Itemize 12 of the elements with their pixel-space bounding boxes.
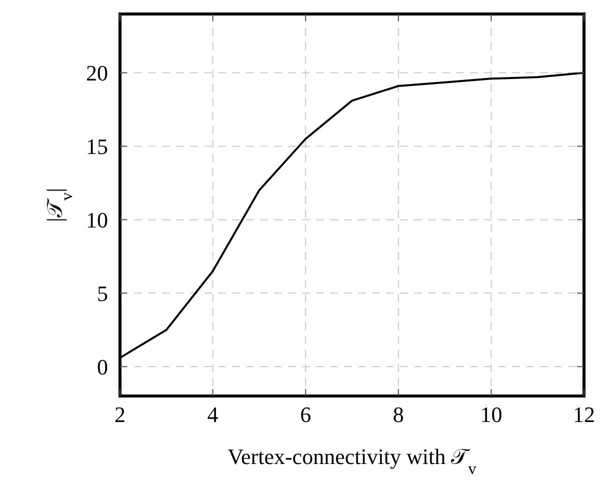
x-axis-title: Vertex-connectivity with 𝒯$_{v}$ [228, 444, 478, 478]
y-tick-label: 5 [97, 280, 108, 306]
x-tick-label: 12 [573, 402, 595, 427]
x-tick-label: 8 [392, 402, 404, 427]
x-tick-label: 2 [114, 402, 126, 427]
y-tick-label: 20 [86, 60, 108, 86]
x-tick-label: 10 [480, 402, 502, 427]
y-tick-label: 10 [86, 207, 108, 232]
x-tick-label: 4 [207, 402, 218, 427]
y-tick-label: 15 [86, 134, 108, 159]
y-tick-label: 0 [97, 354, 108, 380]
x-tick-label: 6 [300, 402, 312, 427]
